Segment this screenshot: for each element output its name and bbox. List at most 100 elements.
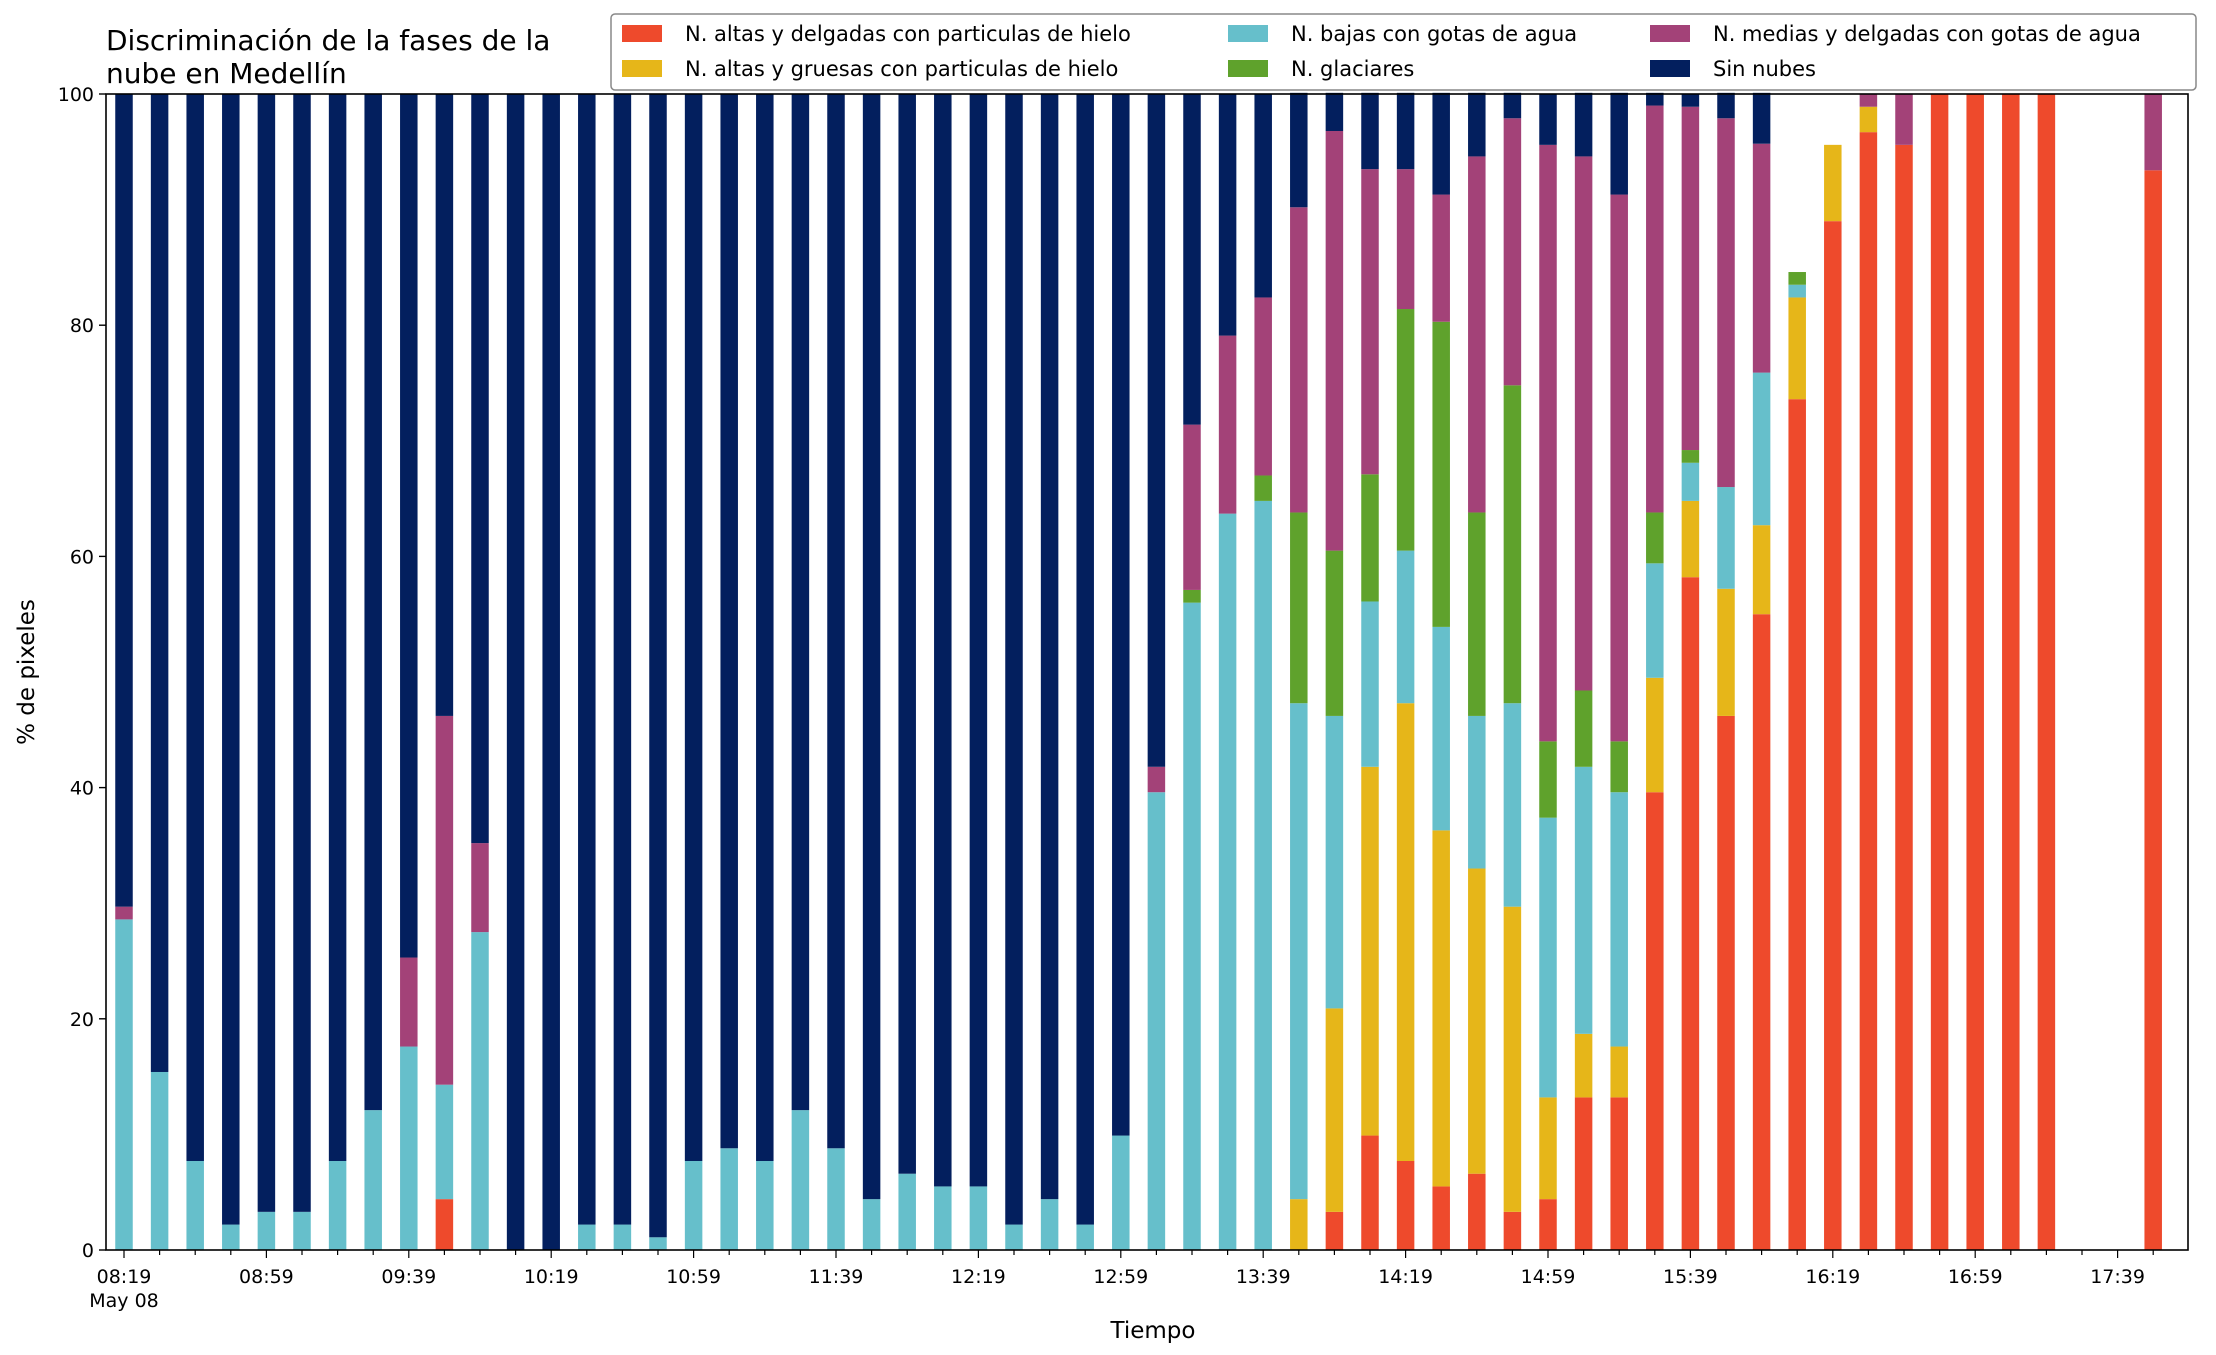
bar-segment-1229-s5 bbox=[1005, 94, 1023, 1225]
bar-segment-1219-s2 bbox=[969, 1186, 988, 1250]
bar-segment-1629-s4 bbox=[1859, 94, 1878, 107]
bar-segment-1509-s2 bbox=[1574, 766, 1593, 1034]
bar-segment-1429-s5 bbox=[1432, 92, 1450, 195]
bar-segment-1519-s2 bbox=[1610, 792, 1628, 1047]
bar-segment-1439-s4 bbox=[1468, 156, 1486, 513]
legend-swatch bbox=[622, 60, 662, 77]
bar-segment-0959-s2 bbox=[471, 932, 489, 1250]
bar-segment-1219-s5 bbox=[969, 94, 988, 1187]
bar-segment-1529-s4 bbox=[1646, 105, 1664, 513]
bar-segment-1549-s1 bbox=[1717, 588, 1735, 716]
bar-segment-1019-s5 bbox=[542, 94, 560, 1250]
bar-segment-1449-s1 bbox=[1503, 906, 1522, 1212]
bar-segment-0949-s5 bbox=[435, 94, 454, 716]
bar-segment-1359-s1 bbox=[1325, 1008, 1344, 1212]
bar-segment-1529-s3 bbox=[1646, 512, 1664, 564]
bar-segment-1449-s5 bbox=[1503, 92, 1522, 119]
bar-segment-1409-s0 bbox=[1361, 1135, 1379, 1250]
bar-segment-0849-s5 bbox=[222, 94, 240, 1225]
bar-segment-1409-s4 bbox=[1361, 169, 1379, 475]
bar-segment-1419-s4 bbox=[1396, 169, 1415, 310]
bar-segment-1409-s3 bbox=[1361, 474, 1379, 602]
bar-segment-1339-s2 bbox=[1254, 500, 1272, 1250]
bar-segment-1429-s3 bbox=[1432, 321, 1450, 627]
y-axis-title: % de pixeles bbox=[14, 599, 40, 745]
y-tick-label: 80 bbox=[70, 315, 94, 337]
legend-label: N. glaciares bbox=[1291, 57, 1414, 81]
bar-segment-1139-s2 bbox=[827, 1148, 845, 1250]
bar-segment-1539-s4 bbox=[1681, 106, 1700, 451]
x-tick-label: 17:39 bbox=[2090, 1266, 2145, 1288]
x-tick-label: 11:39 bbox=[809, 1266, 864, 1288]
bar-segment-1329-s5 bbox=[1218, 94, 1237, 336]
y-tick-label: 100 bbox=[58, 84, 94, 106]
y-tick-label: 40 bbox=[70, 778, 94, 800]
bar-segment-1059-s5 bbox=[684, 94, 703, 1161]
bar-segment-1359-s5 bbox=[1325, 92, 1344, 131]
bar-segment-1059-s2 bbox=[684, 1160, 703, 1250]
bar-segment-1009-s5 bbox=[506, 94, 525, 1250]
bar-segment-0839-s5 bbox=[186, 94, 204, 1161]
bar-segment-1119-s2 bbox=[756, 1160, 774, 1250]
x-axis: May 08 08:19 08:59 09:39 10:19 10:59 11:39 12:… bbox=[89, 1250, 2154, 1312]
bar-segment-0909-s2 bbox=[293, 1211, 311, 1250]
bar-segment-1239-s2 bbox=[1040, 1199, 1059, 1250]
y-tick-label: 0 bbox=[82, 1240, 94, 1262]
bar-segment-1509-s1 bbox=[1574, 1033, 1593, 1098]
x-tick-label: 14:19 bbox=[1378, 1266, 1433, 1288]
bar-segment-1419-s1 bbox=[1396, 703, 1415, 1161]
x-tick-label: 15:39 bbox=[1663, 1266, 1718, 1288]
bar-segment-1459-s2 bbox=[1539, 817, 1557, 1098]
bar-segment-1509-s4 bbox=[1574, 156, 1593, 691]
bar-segment-1459-s3 bbox=[1539, 741, 1557, 818]
bar-segment-0919-s5 bbox=[328, 94, 347, 1161]
bar-segment-1529-s1 bbox=[1646, 677, 1664, 793]
bar-segment-1519-s4 bbox=[1610, 194, 1628, 742]
bar-segment-1119-s5 bbox=[756, 94, 774, 1161]
bar-segment-1209-s5 bbox=[934, 94, 952, 1187]
bar-segment-0819-s5 bbox=[115, 94, 133, 907]
bar-segment-1049-s5 bbox=[649, 94, 667, 1238]
legend-swatch bbox=[1650, 25, 1690, 42]
y-tick-label: 60 bbox=[70, 546, 94, 568]
bar-segment-0859-s2 bbox=[257, 1211, 276, 1250]
bar-segment-0819-s4 bbox=[115, 906, 133, 920]
bar-segment-1349-s5 bbox=[1290, 92, 1308, 208]
bar-segment-0819-s2 bbox=[115, 919, 133, 1250]
bar-segment-1419-s2 bbox=[1396, 550, 1415, 704]
bar-segment-1659-s0 bbox=[1966, 94, 1984, 1250]
bar-segment-1319-s4 bbox=[1183, 424, 1201, 590]
bar-segment-1449-s3 bbox=[1503, 385, 1522, 704]
bar-segment-1609-s3 bbox=[1788, 272, 1806, 285]
x-tick-label: 10:19 bbox=[524, 1266, 579, 1288]
bar-segment-1519-s5 bbox=[1610, 92, 1628, 195]
bar-segment-1329-s2 bbox=[1218, 513, 1237, 1250]
legend-label: Sin nubes bbox=[1713, 57, 1816, 81]
bar-segment-1259-s2 bbox=[1112, 1135, 1130, 1250]
bar-segment-1359-s0 bbox=[1325, 1211, 1344, 1250]
bar-segment-1519-s3 bbox=[1610, 741, 1628, 793]
plot-frame bbox=[105, 93, 2189, 1251]
bar-segment-1239-s5 bbox=[1040, 94, 1059, 1200]
legend-swatch bbox=[622, 25, 662, 42]
bar-segment-1629-s0 bbox=[1859, 132, 1878, 1250]
bar-segment-1749-s0 bbox=[2144, 170, 2162, 1250]
bar-segment-1529-s0 bbox=[1646, 792, 1664, 1250]
x-tick-label: 08:59 bbox=[239, 1266, 294, 1288]
chart-title-line-2: nube en Medellín bbox=[106, 57, 347, 90]
bar-segment-1529-s2 bbox=[1646, 563, 1664, 678]
bar-segment-1359-s2 bbox=[1325, 715, 1344, 1009]
bar-segment-1549-s5 bbox=[1717, 92, 1735, 119]
bar-segment-1049-s2 bbox=[649, 1237, 667, 1250]
bar-segment-1309-s5 bbox=[1147, 94, 1166, 767]
bar-segment-1509-s3 bbox=[1574, 690, 1593, 767]
bar-segment-1339-s4 bbox=[1254, 297, 1272, 476]
y-axis: 0 20 40 60 80 100 bbox=[58, 84, 106, 1262]
bar-segment-1509-s0 bbox=[1574, 1097, 1593, 1250]
bar-segment-1349-s2 bbox=[1290, 703, 1308, 1200]
bar-segment-1109-s5 bbox=[720, 94, 738, 1149]
bar-segment-1619-s1 bbox=[1824, 144, 1842, 222]
bar-segment-1329-s4 bbox=[1218, 335, 1237, 514]
bar-segment-1539-s2 bbox=[1681, 462, 1700, 501]
bar-segment-1559-s2 bbox=[1752, 372, 1771, 526]
